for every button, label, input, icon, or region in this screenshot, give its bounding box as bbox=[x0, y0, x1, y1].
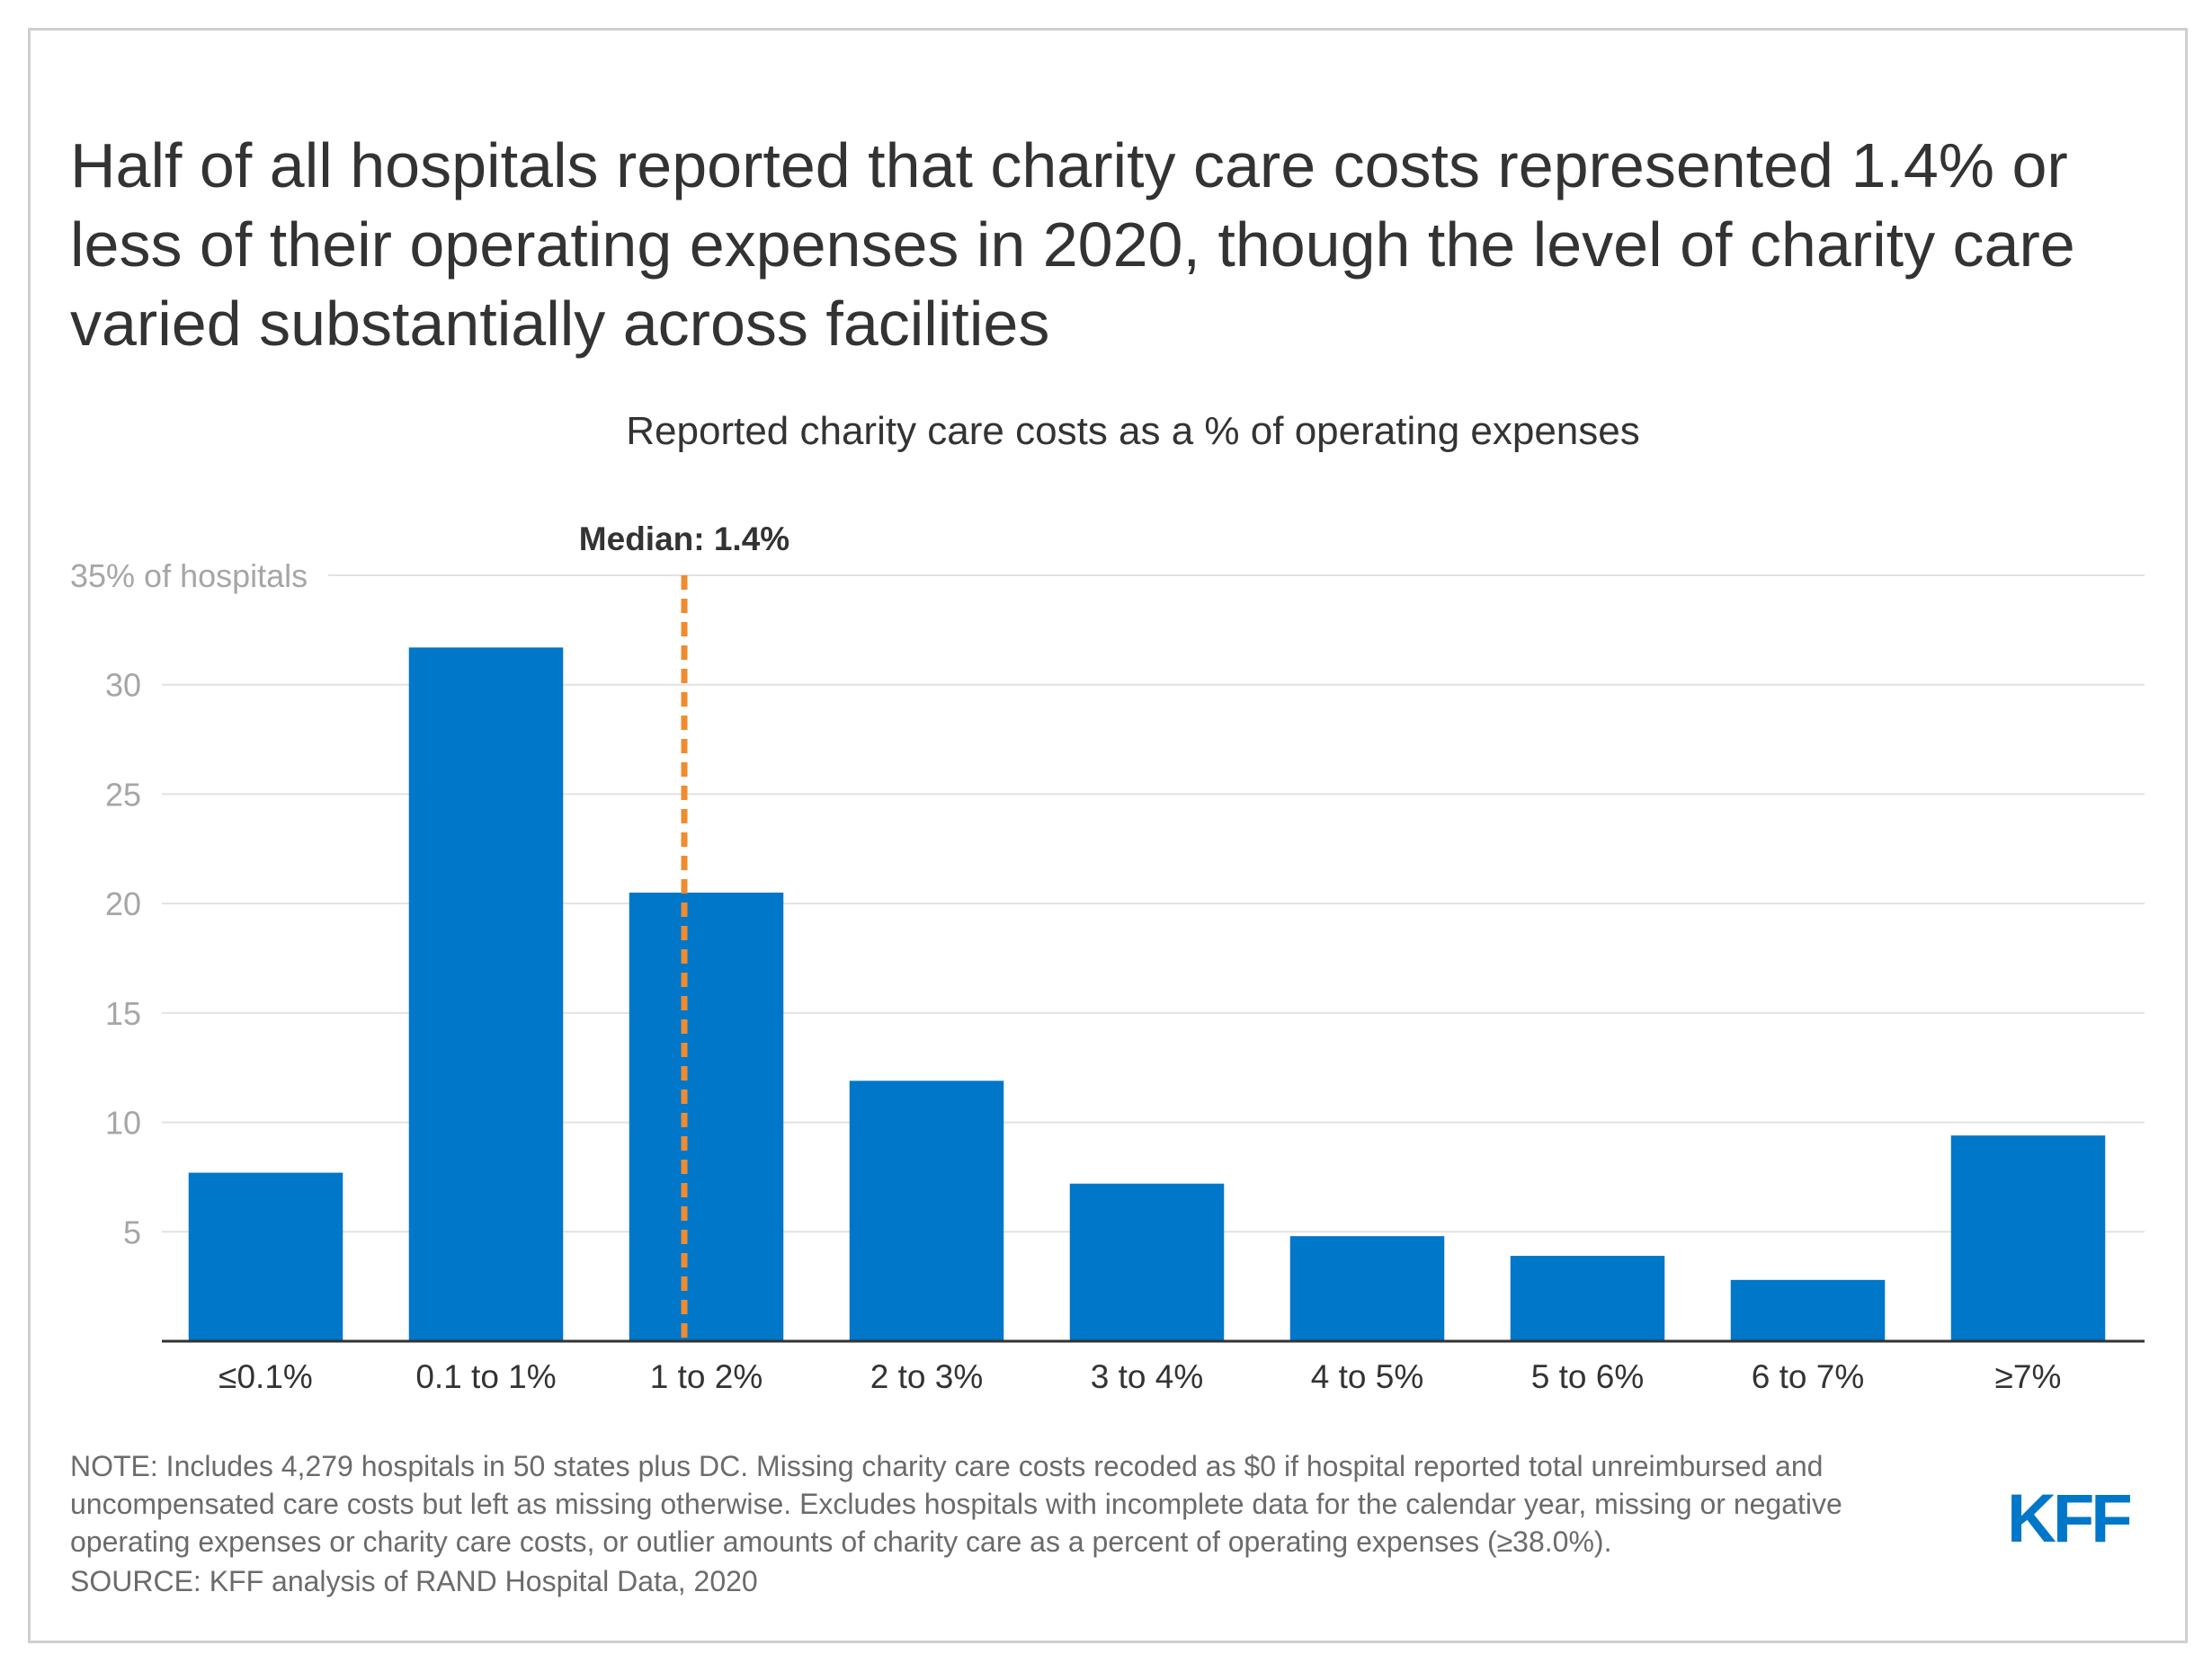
x-tick-label: 0.1 to 1% bbox=[415, 1358, 556, 1395]
x-tick-label: 1 to 2% bbox=[650, 1358, 763, 1395]
bar bbox=[1289, 1236, 1445, 1341]
y-tick-label: 35% of hospitals bbox=[70, 557, 308, 594]
bar bbox=[1950, 1135, 2106, 1341]
page-title: Half of all hospitals reported that char… bbox=[70, 130, 2075, 359]
bar bbox=[1730, 1279, 1886, 1341]
bar bbox=[408, 647, 564, 1341]
median-annotation: Median: 1.4% bbox=[579, 520, 789, 1341]
x-tick-label: ≤0.1% bbox=[219, 1358, 313, 1395]
median-label: Median: 1.4% bbox=[579, 520, 789, 557]
x-tick-label: 3 to 4% bbox=[1091, 1358, 1203, 1395]
chart-frame bbox=[28, 28, 2188, 1643]
bar bbox=[1510, 1256, 1665, 1341]
kff-logo: KFF bbox=[2007, 1488, 2134, 1551]
y-tick-label: 15 bbox=[105, 995, 141, 1032]
kff-logo-text: KFF bbox=[2007, 1488, 2130, 1551]
y-tick-label: 30 bbox=[105, 667, 141, 704]
chart-subtitle: Reported charity care costs as a % of op… bbox=[626, 409, 1640, 453]
bar bbox=[849, 1081, 1004, 1341]
y-axis-ticks: 5 10 15 20 25 30 35% of hospitals bbox=[70, 557, 308, 1250]
x-tick-label: 5 to 6% bbox=[1531, 1358, 1644, 1395]
x-tick-label: ≥7% bbox=[1995, 1358, 2062, 1395]
x-tick-label: 4 to 5% bbox=[1311, 1358, 1423, 1395]
y-tick-label: 5 bbox=[123, 1214, 141, 1250]
y-tick-label: 20 bbox=[105, 885, 141, 922]
bar bbox=[188, 1172, 343, 1341]
y-tick-label: 25 bbox=[105, 776, 141, 813]
bars bbox=[188, 647, 2106, 1341]
chart-note: NOTE: Includes 4,279 hospitals in 50 sta… bbox=[70, 1450, 1842, 1558]
y-tick-label: 10 bbox=[105, 1105, 141, 1142]
x-tick-label: 6 to 7% bbox=[1752, 1358, 1864, 1395]
bar bbox=[629, 892, 784, 1341]
bar bbox=[1069, 1183, 1225, 1341]
x-tick-label: 2 to 3% bbox=[870, 1358, 983, 1395]
x-axis-labels: ≤0.1% 0.1 to 1% 1 to 2% 2 to 3% 3 to 4% 4 to … bbox=[219, 1358, 2061, 1395]
chart-source: SOURCE: KFF analysis of RAND Hospital Da… bbox=[70, 1565, 758, 1597]
